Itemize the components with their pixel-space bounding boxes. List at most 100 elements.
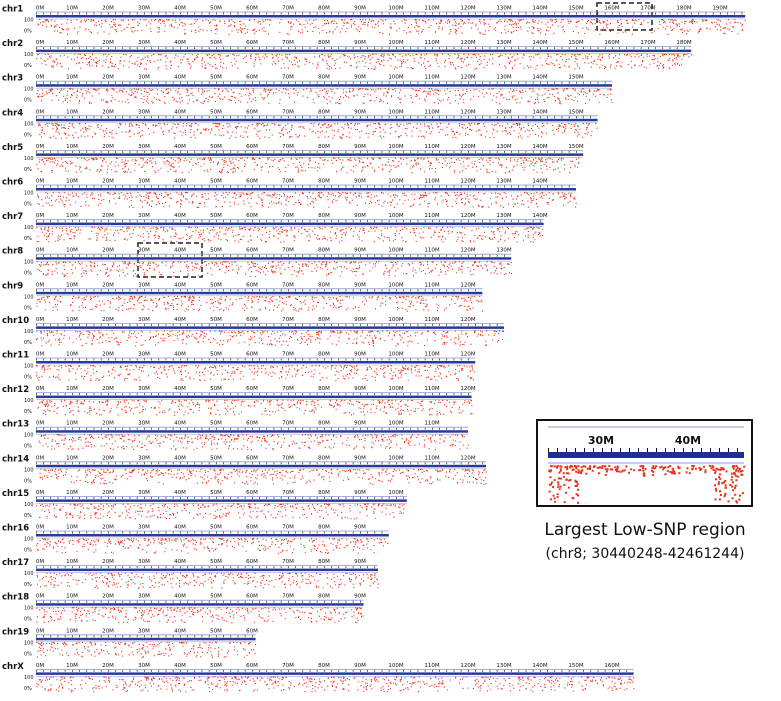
inset-subtitle: (chr8; 30440248-42461244) xyxy=(546,546,745,562)
tick-label: 120M xyxy=(460,386,475,392)
tick-label: 30M xyxy=(138,75,150,81)
tick-label: 100M xyxy=(388,282,403,288)
tick-label: 120M xyxy=(460,282,475,288)
tick-label: 70M xyxy=(282,213,294,219)
tick-label: 90M xyxy=(354,559,366,565)
tick-label: 60M xyxy=(246,594,258,600)
tick-label: 100M xyxy=(388,455,403,461)
tick-label: 0M xyxy=(36,490,44,496)
snp-dots xyxy=(36,88,613,105)
tick-label: 40M xyxy=(174,213,186,219)
chromosome-track: chr4 0M 10M 20M 30M 40M 50M 60M 70M 80M 90M 100M 110… xyxy=(2,108,598,139)
tick-label: 80M xyxy=(318,663,330,669)
tick-label: 60M xyxy=(246,144,258,150)
tick-label: 110M xyxy=(424,6,439,12)
y-label: 100 xyxy=(24,156,34,162)
y-label: 0% xyxy=(24,340,32,346)
y-label: 100 xyxy=(24,675,34,681)
tick-label: 130M xyxy=(496,213,511,219)
tick-label: 10M xyxy=(66,525,78,531)
tick-label: 10M xyxy=(66,75,78,81)
tick-label: 190M xyxy=(712,6,727,12)
tick-label: 120M xyxy=(460,179,475,185)
tick-label: 90M xyxy=(354,490,366,496)
snp-dots xyxy=(36,226,544,243)
tick-label: 40M xyxy=(174,179,186,185)
tick-label: 80M xyxy=(318,213,330,219)
inset: 30M 40M Largest Low-SNP region (chr8; 30… xyxy=(536,419,753,562)
tick-label: 70M xyxy=(282,421,294,427)
tick-label: 40M xyxy=(174,594,186,600)
tick-label: 140M xyxy=(532,213,547,219)
snp-dots xyxy=(36,330,504,347)
tick-label: 20M xyxy=(102,559,114,565)
tick-label: 0M xyxy=(36,75,44,81)
tick-label: 0M xyxy=(36,248,44,254)
tick-label: 30M xyxy=(138,421,150,427)
tick-label: 20M xyxy=(102,490,114,496)
tick-label: 50M xyxy=(210,40,222,46)
y-label: 100 xyxy=(24,121,34,127)
tick-label: 90M xyxy=(354,352,366,358)
snp-dots xyxy=(36,261,513,278)
tick-label: 140M xyxy=(532,663,547,669)
tick-label: 50M xyxy=(210,490,222,496)
tick-label: 20M xyxy=(102,282,114,288)
tick-label: 30M xyxy=(138,352,150,358)
tick-label: 30M xyxy=(138,628,150,634)
tick-label: 130M xyxy=(496,6,511,12)
tick-label: 80M xyxy=(318,455,330,461)
tick-label: 60M xyxy=(246,75,258,81)
tick-label: 20M xyxy=(102,525,114,531)
tick-label: 50M xyxy=(210,455,222,461)
y-label: 100 xyxy=(24,571,34,577)
y-label: 0% xyxy=(24,202,32,208)
snp-dots xyxy=(37,19,746,35)
tick-label: 0M xyxy=(36,421,44,427)
tick-label: 50M xyxy=(210,213,222,219)
tick-label: 40M xyxy=(174,352,186,358)
tick-label: 40M xyxy=(174,628,186,634)
tick-label: 50M xyxy=(210,386,222,392)
tick-label: 90M xyxy=(354,248,366,254)
chromosome-track: chr11 0M 10M 20M 30M 40M 50M 60M 70M 80M 90M 100M 11… xyxy=(2,351,476,382)
tick-label: 140M xyxy=(532,75,547,81)
tick-label: 0M xyxy=(36,317,44,323)
tick-label: 10M xyxy=(66,386,78,392)
tick-label: 10M xyxy=(66,594,78,600)
tick-label: 90M xyxy=(354,594,366,600)
y-label: 0% xyxy=(24,686,32,692)
y-label: 0% xyxy=(24,236,32,242)
tick-label: 60M xyxy=(246,213,258,219)
tick-label: 40M xyxy=(174,386,186,392)
tick-label: 120M xyxy=(460,455,475,461)
tick-label: 0M xyxy=(36,594,44,600)
tick-label: 10M xyxy=(66,559,78,565)
tick-label: 40M xyxy=(174,455,186,461)
tick-label: 110M xyxy=(424,75,439,81)
tick-label: 50M xyxy=(210,352,222,358)
chromosome-label: chr7 xyxy=(2,212,23,222)
tick-label: 30M xyxy=(138,594,150,600)
inset-title: Largest Low-SNP region xyxy=(544,520,745,540)
snp-dots xyxy=(36,503,405,520)
chromosome-track: chr7 0M 10M 20M 30M 40M 50M 60M 70M 80M 90M 100M 110… xyxy=(2,212,548,243)
tick-label: 60M xyxy=(246,455,258,461)
snp-dots xyxy=(39,468,487,485)
tick-label: 80M xyxy=(318,525,330,531)
chromosome-bar xyxy=(36,464,486,468)
chromosome-label: chr12 xyxy=(2,385,29,395)
y-label: 100 xyxy=(24,467,34,473)
tick-label: 70M xyxy=(282,663,294,669)
y-label: 100 xyxy=(24,191,34,197)
tick-label: 60M xyxy=(246,663,258,669)
tick-label: 50M xyxy=(210,663,222,669)
tick-label: 110M xyxy=(424,40,439,46)
tick-label: 30M xyxy=(138,317,150,323)
chromosome-track: chr5 0M 10M 20M 30M 40M 50M 60M 70M 80M 90M 100M 110… xyxy=(2,143,584,174)
tick-label: 120M xyxy=(460,317,475,323)
tick-label: 70M xyxy=(282,559,294,565)
tick-label: 20M xyxy=(102,40,114,46)
tick-label: 20M xyxy=(102,144,114,150)
tick-label: 60M xyxy=(246,40,258,46)
